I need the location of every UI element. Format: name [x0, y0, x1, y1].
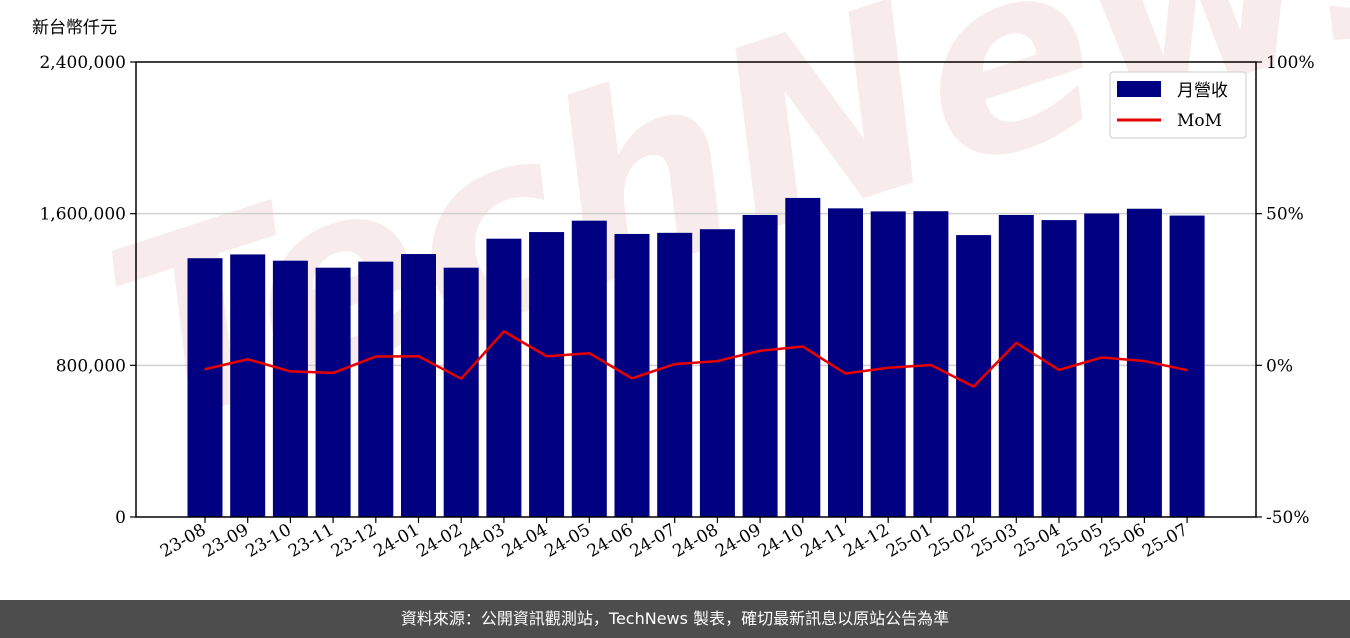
- x-tick-label: 24-04: [499, 520, 551, 562]
- bar: [956, 235, 992, 517]
- mom-point: [972, 385, 975, 388]
- x-tick-label: 24-06: [584, 520, 636, 562]
- bar: [699, 229, 735, 517]
- mom-point: [375, 355, 377, 358]
- chart: TechNews 0800,0001,600,0002,400,000-50%0…: [32, 0, 1350, 562]
- mom-point: [802, 345, 804, 348]
- mom-point: [673, 363, 676, 365]
- x-tick-label: 23-11: [285, 520, 337, 562]
- mom-point: [545, 355, 548, 358]
- legend-bar-swatch: [1117, 81, 1161, 97]
- mom-point: [887, 366, 889, 369]
- y-right-tick-label: -50%: [1266, 508, 1310, 528]
- mom-line: [204, 330, 1188, 388]
- y-unit-label: 新台幣仟元: [32, 18, 117, 38]
- mom-point: [631, 377, 633, 380]
- x-tick-label: 24-07: [627, 520, 679, 562]
- x-tick-label: 25-01: [883, 520, 935, 562]
- bar: [358, 261, 394, 517]
- bar: [1169, 215, 1205, 517]
- x-tick-label: 24-02: [413, 520, 465, 562]
- mom-point: [716, 360, 719, 362]
- x-tick-label: 23-10: [242, 520, 294, 562]
- x-tick-label: 25-05: [1054, 520, 1106, 562]
- y-left-tick-label: 2,400,000: [39, 53, 126, 73]
- bar: [230, 254, 266, 518]
- y-left-tick-label: 0: [115, 508, 126, 528]
- bar: [315, 267, 351, 517]
- mom-point: [1143, 360, 1146, 362]
- legend: 月營收 MoM: [1109, 71, 1247, 139]
- bar: [486, 238, 522, 518]
- x-tick-label: 24-08: [669, 520, 721, 562]
- mom-point: [460, 377, 463, 380]
- x-tick-label: 25-06: [1096, 520, 1148, 562]
- bar: [870, 211, 906, 517]
- bar: [657, 232, 693, 518]
- mom-point: [289, 370, 292, 373]
- mom-point: [1058, 369, 1060, 371]
- x-tick-label: 24-09: [712, 520, 764, 562]
- bar: [828, 208, 863, 517]
- bar: [571, 220, 607, 517]
- mom-point: [759, 349, 761, 352]
- mom-point: [204, 368, 206, 371]
- bar: [443, 267, 479, 517]
- bar: [272, 260, 308, 517]
- plot-frame: [135, 61, 1257, 518]
- y-left-tick-label: 800,000: [56, 356, 126, 376]
- x-tick-label: 24-12: [840, 520, 892, 562]
- bar: [742, 214, 778, 517]
- mom-point: [1015, 342, 1018, 344]
- bar: [401, 254, 436, 517]
- bar: [1084, 213, 1120, 517]
- legend-label-revenue: 月營收: [1177, 81, 1228, 101]
- bar: [785, 197, 821, 517]
- bar: [529, 232, 565, 517]
- mom-point: [930, 364, 932, 366]
- mom-point: [503, 330, 505, 333]
- x-tick-label: 23-12: [328, 520, 380, 562]
- source-footer: 資料來源：公開資訊觀測站，TechNews 製表，確切最新訊息以原站公告為準: [0, 600, 1350, 638]
- legend-label-mom: MoM: [1177, 111, 1222, 131]
- y-right-tick-label: 0%: [1266, 356, 1293, 376]
- x-tick-label: 25-04: [1011, 520, 1063, 562]
- axes: [135, 61, 1257, 518]
- mom-point: [246, 358, 249, 361]
- y-right-tick-label: 100%: [1266, 53, 1315, 73]
- mom-point: [417, 355, 420, 358]
- x-tick-label: 25-02: [926, 520, 978, 562]
- x-tick-label: 25-07: [1139, 520, 1191, 562]
- bar-series: [187, 197, 1205, 518]
- x-tick-label: 24-11: [798, 520, 850, 562]
- x-tick-label: 23-08: [157, 520, 209, 562]
- bar: [187, 258, 223, 517]
- bar: [998, 214, 1034, 517]
- mom-point: [844, 372, 847, 375]
- mom-point: [1186, 369, 1188, 371]
- x-tick-label: 25-03: [968, 520, 1020, 562]
- y-right-tick-label: 50%: [1266, 205, 1304, 225]
- x-tick-label: 24-03: [456, 520, 508, 562]
- x-tick-label: 24-05: [541, 520, 593, 562]
- x-tick-label: 24-01: [371, 520, 423, 562]
- mom-point: [1100, 356, 1103, 359]
- x-tick-label: 24-10: [755, 520, 807, 562]
- mom-point: [588, 352, 591, 355]
- x-tick-label: 23-09: [200, 520, 252, 562]
- mom-line-series: [204, 330, 1188, 388]
- mom-point: [332, 372, 334, 374]
- y-left-tick-label: 1,600,000: [39, 205, 126, 225]
